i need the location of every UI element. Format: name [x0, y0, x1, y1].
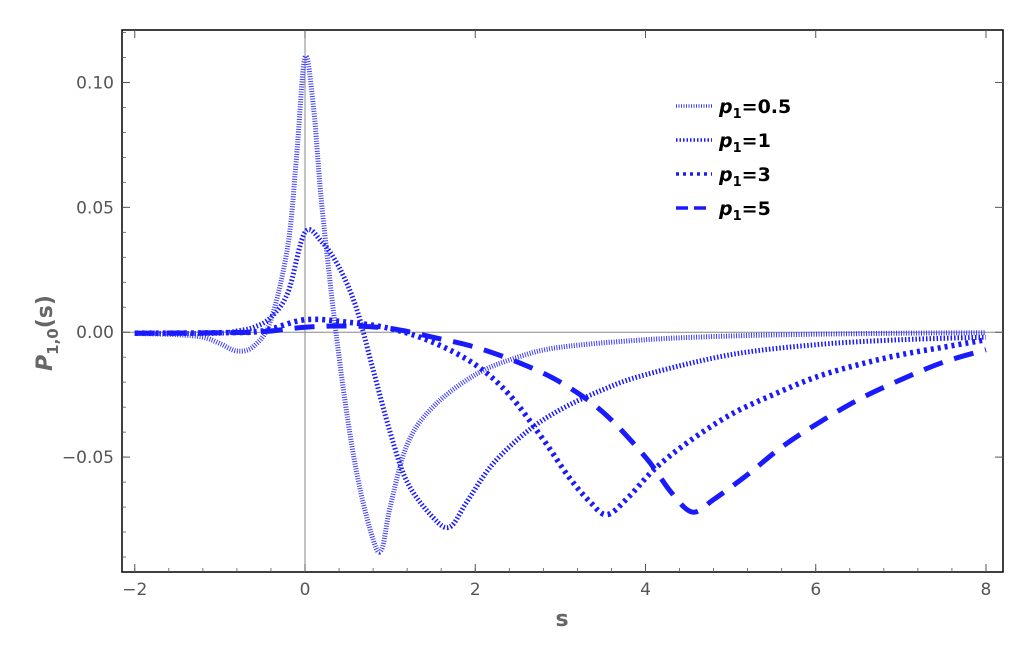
x-tick-label: −2 [122, 580, 147, 600]
x-tick-label: 6 [810, 580, 821, 600]
y-tick-label: −0.05 [62, 448, 114, 468]
legend-label: p1=0.5 [718, 96, 791, 122]
y-axis-title: P1,0(s) [33, 295, 62, 371]
x-tick-label: 2 [470, 580, 481, 600]
series-line-4 [134, 323, 987, 515]
series-line-2 [134, 227, 987, 531]
series-line-3 [134, 316, 987, 518]
legend-label: p1=5 [718, 198, 771, 224]
y-tick-label: 0.00 [76, 323, 114, 343]
series-line-1 [134, 53, 987, 555]
legend-label: p1=3 [718, 164, 771, 190]
plot-frame [121, 29, 1004, 573]
y-tick-label: 0.10 [76, 73, 114, 93]
y-tick-label: 0.05 [76, 198, 114, 218]
x-tick-label: 4 [640, 580, 651, 600]
x-tick-label: 0 [300, 580, 311, 600]
x-tick-label: 8 [981, 580, 992, 600]
legend-label: p1=1 [718, 130, 771, 156]
x-axis-title: s [555, 607, 568, 632]
